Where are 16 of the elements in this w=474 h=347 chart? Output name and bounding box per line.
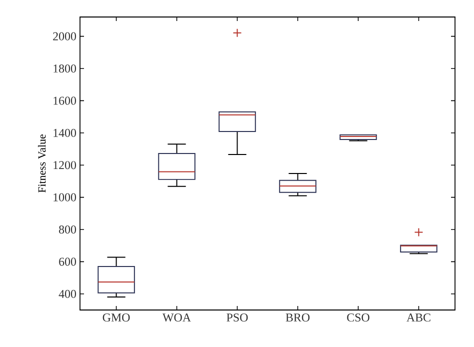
y-tick-label: 2000 bbox=[53, 32, 76, 40]
y-tick-label: 400 bbox=[58, 290, 76, 298]
x-tick-label: PSO bbox=[226, 314, 248, 322]
y-tick-label: 600 bbox=[59, 258, 76, 266]
x-tick-label: ABC bbox=[406, 314, 430, 322]
x-tick-label: BRO bbox=[286, 314, 310, 322]
y-tick-label: 1200 bbox=[54, 161, 76, 170]
y-tick-label: 800 bbox=[59, 225, 76, 234]
x-tick-label: GMO bbox=[102, 314, 130, 322]
y-tick-label: 1800 bbox=[54, 64, 76, 73]
y-axis-title: Fitness Value bbox=[38, 134, 46, 193]
y-tick-label: 1600 bbox=[54, 96, 76, 105]
y-tick-label: 1000 bbox=[54, 193, 76, 202]
x-tick-label: WOA bbox=[162, 314, 191, 322]
y-tick-label: 1400 bbox=[54, 128, 76, 137]
x-tick-label: CSO bbox=[347, 314, 370, 322]
